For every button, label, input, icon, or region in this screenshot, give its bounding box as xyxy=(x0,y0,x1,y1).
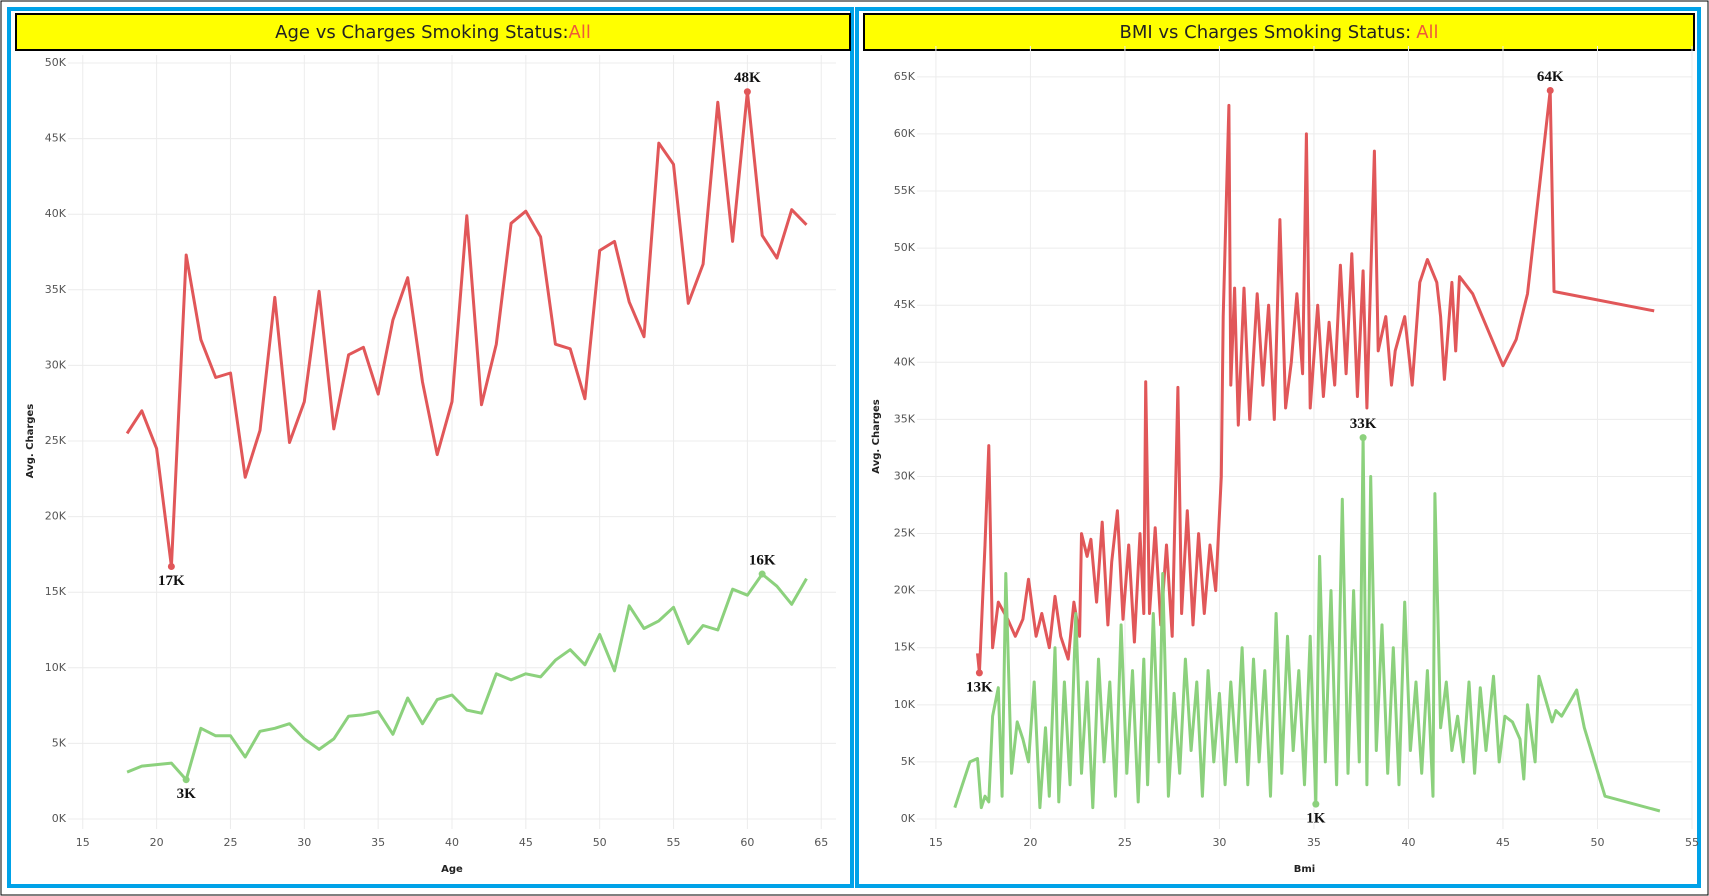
data-label: 16K xyxy=(749,552,776,568)
series-line xyxy=(976,89,1655,675)
right-panel xyxy=(855,7,1701,888)
y-tick-label: 5K xyxy=(901,755,916,768)
data-label: 1K xyxy=(1306,811,1326,827)
y-tick-label: 10K xyxy=(894,698,916,711)
data-label: 17K xyxy=(158,573,185,589)
x-tick-label: 35 xyxy=(1307,836,1321,849)
series-line xyxy=(953,436,1661,813)
y-tick-label: 30K xyxy=(894,469,916,482)
y-tick-label: 45K xyxy=(45,132,67,145)
title-text: BMI vs Charges Smoking Status: xyxy=(1119,22,1411,43)
y-tick-label: 40K xyxy=(45,207,67,220)
chart-title: Age vs Charges Smoking Status:All xyxy=(275,22,591,43)
x-tick-label: 40 xyxy=(445,836,459,849)
x-tick-label: 65 xyxy=(814,836,828,849)
y-tick-label: 35K xyxy=(45,283,67,296)
y-tick-label: 20K xyxy=(45,510,67,523)
x-tick-label: 50 xyxy=(593,836,607,849)
point-marker xyxy=(1312,800,1320,808)
y-axis-label: Avg. Charges xyxy=(25,404,36,478)
y-tick-label: 0K xyxy=(52,812,67,825)
x-tick-label: 30 xyxy=(1212,836,1226,849)
y-tick-label: 45K xyxy=(894,298,916,311)
chart-title: BMI vs Charges Smoking Status: All xyxy=(1119,22,1438,43)
x-tick-label: 50 xyxy=(1590,836,1604,849)
x-tick-label: 15 xyxy=(929,836,943,849)
x-tick-label: 15 xyxy=(76,836,90,849)
x-tick-label: 45 xyxy=(519,836,533,849)
y-tick-label: 60K xyxy=(894,127,916,140)
point-marker xyxy=(182,776,190,784)
title-bar xyxy=(863,13,1695,51)
title-text: Age vs Charges Smoking Status: xyxy=(275,22,568,43)
title-bar xyxy=(15,13,851,51)
data-label: 13K xyxy=(966,679,993,695)
y-tick-label: 25K xyxy=(894,527,916,540)
y-tick-label: 15K xyxy=(894,641,916,654)
series-line xyxy=(125,90,808,568)
point-marker xyxy=(975,669,983,677)
x-tick-label: 20 xyxy=(1023,836,1037,849)
x-tick-label: 25 xyxy=(1118,836,1132,849)
title-highlight: All xyxy=(1416,22,1438,43)
y-tick-label: 15K xyxy=(45,585,67,598)
x-tick-label: 20 xyxy=(150,836,164,849)
x-tick-label: 55 xyxy=(667,836,681,849)
y-tick-label: 25K xyxy=(45,434,67,447)
point-marker xyxy=(743,88,751,96)
point-marker xyxy=(167,562,175,570)
x-tick-label: 45 xyxy=(1496,836,1510,849)
x-axis-label: Age xyxy=(441,864,463,875)
point-marker xyxy=(1359,434,1367,442)
y-tick-label: 50K xyxy=(45,56,67,69)
series-line xyxy=(126,572,808,782)
point-marker xyxy=(758,570,766,578)
y-tick-label: 0K xyxy=(901,812,916,825)
left-panel xyxy=(7,7,854,888)
y-axis-label: Avg. Charges xyxy=(871,399,882,473)
x-axis-label: Bmi xyxy=(1294,864,1315,875)
data-label: 48K xyxy=(734,70,761,86)
y-tick-label: 55K xyxy=(894,184,916,197)
y-tick-label: 10K xyxy=(45,661,67,674)
x-tick-label: 25 xyxy=(223,836,237,849)
data-label: 33K xyxy=(1350,416,1377,432)
y-tick-label: 40K xyxy=(894,355,916,368)
y-tick-label: 20K xyxy=(894,584,916,597)
title-highlight: All xyxy=(569,22,591,43)
x-tick-label: 55 xyxy=(1685,836,1699,849)
y-tick-label: 50K xyxy=(894,241,916,254)
x-tick-label: 35 xyxy=(371,836,385,849)
data-label: 3K xyxy=(177,786,197,802)
y-tick-label: 35K xyxy=(894,412,916,425)
y-tick-label: 5K xyxy=(52,736,67,749)
data-label: 64K xyxy=(1537,69,1564,85)
point-marker xyxy=(1546,87,1554,95)
x-tick-label: 40 xyxy=(1401,836,1415,849)
y-tick-label: 65K xyxy=(894,70,916,83)
y-tick-label: 30K xyxy=(45,358,67,371)
x-tick-label: 30 xyxy=(297,836,311,849)
x-tick-label: 60 xyxy=(740,836,754,849)
